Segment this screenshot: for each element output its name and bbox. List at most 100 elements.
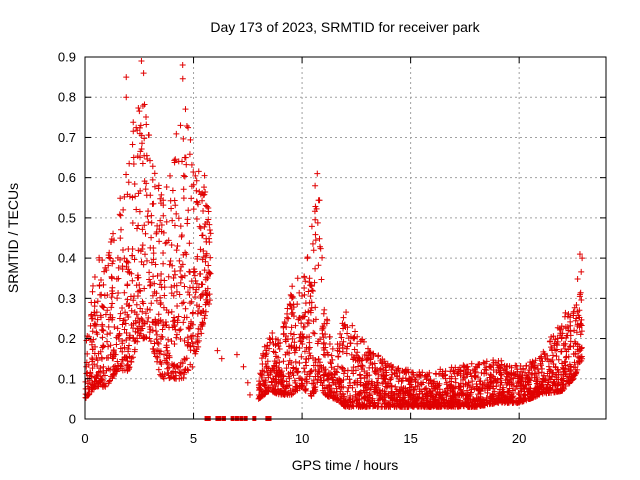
data-point	[452, 379, 459, 386]
data-point	[116, 211, 123, 218]
data-point	[152, 318, 159, 325]
data-point	[139, 140, 146, 147]
data-point	[105, 323, 112, 330]
data-point	[291, 377, 298, 384]
data-point	[564, 313, 571, 320]
data-point	[97, 373, 104, 380]
data-point	[376, 392, 383, 399]
data-point	[321, 377, 328, 384]
data-point	[521, 385, 528, 392]
data-point	[154, 272, 161, 279]
data-point	[101, 372, 108, 379]
data-point	[348, 367, 355, 374]
data-point	[260, 352, 267, 359]
data-point	[312, 237, 319, 244]
data-point	[177, 370, 184, 377]
data-point	[508, 364, 515, 371]
data-point	[283, 324, 290, 331]
data-point	[126, 302, 133, 309]
data-point	[334, 369, 341, 376]
data-point	[501, 362, 508, 369]
data-point	[316, 197, 323, 204]
data-point	[571, 359, 578, 366]
data-point	[307, 293, 314, 300]
data-point	[129, 220, 136, 227]
y-tick-label: 0.5	[58, 210, 76, 225]
data-point	[181, 173, 188, 180]
data-point	[154, 222, 161, 229]
data-point	[123, 171, 130, 178]
data-point	[557, 326, 564, 333]
data-point	[289, 309, 296, 316]
data-point	[323, 320, 330, 327]
data-point	[285, 315, 292, 322]
data-point	[386, 403, 393, 410]
data-point	[376, 367, 383, 374]
data-point	[123, 94, 130, 101]
data-point	[99, 303, 106, 310]
data-point	[319, 254, 326, 261]
data-point	[373, 384, 380, 391]
data-point	[479, 400, 486, 407]
data-point	[302, 300, 309, 307]
data-point	[206, 226, 213, 233]
data-point	[146, 306, 153, 313]
data-point	[394, 373, 401, 380]
data-point	[304, 254, 311, 261]
data-point	[175, 313, 182, 320]
data-point	[382, 372, 389, 379]
data-point	[176, 291, 183, 298]
data-point	[539, 358, 546, 365]
data-point	[182, 106, 189, 113]
data-point	[188, 161, 195, 168]
data-point	[362, 403, 369, 410]
data-point	[323, 373, 330, 380]
data-point	[125, 302, 132, 309]
data-point	[179, 75, 186, 82]
data-point	[99, 321, 106, 328]
data-point	[105, 365, 112, 372]
data-point	[126, 353, 133, 360]
data-point	[122, 309, 129, 316]
data-point	[202, 301, 209, 308]
data-point	[165, 237, 172, 244]
data-point	[461, 374, 468, 381]
data-point	[108, 304, 115, 311]
data-point	[141, 135, 148, 142]
data-point	[538, 369, 545, 376]
data-point	[324, 349, 331, 356]
data-point	[512, 371, 519, 378]
data-point	[94, 331, 101, 338]
data-point	[126, 342, 133, 349]
x-axis-label: GPS time / hours	[292, 457, 399, 473]
data-point	[117, 212, 124, 219]
data-point	[98, 376, 105, 383]
data-point	[388, 395, 395, 402]
data-point	[257, 371, 264, 378]
data-point	[400, 385, 407, 392]
data-point	[180, 135, 187, 142]
data-point	[499, 386, 506, 393]
data-point	[356, 357, 363, 364]
data-point	[139, 242, 146, 249]
data-point	[517, 380, 524, 387]
data-point	[192, 289, 199, 296]
data-point	[111, 367, 118, 374]
data-point	[283, 333, 290, 340]
data-point	[300, 324, 307, 331]
data-point	[326, 333, 333, 340]
data-point	[296, 289, 303, 296]
data-point	[325, 393, 332, 400]
data-point	[117, 345, 124, 352]
data-point	[130, 297, 137, 304]
data-point	[412, 376, 419, 383]
data-point	[396, 387, 403, 394]
data-point	[138, 58, 145, 65]
data-point	[202, 220, 209, 227]
data-point	[154, 354, 161, 361]
data-point	[342, 403, 349, 410]
data-point	[336, 379, 343, 386]
data-point	[162, 318, 169, 325]
data-point	[527, 385, 534, 392]
data-point	[379, 395, 386, 402]
